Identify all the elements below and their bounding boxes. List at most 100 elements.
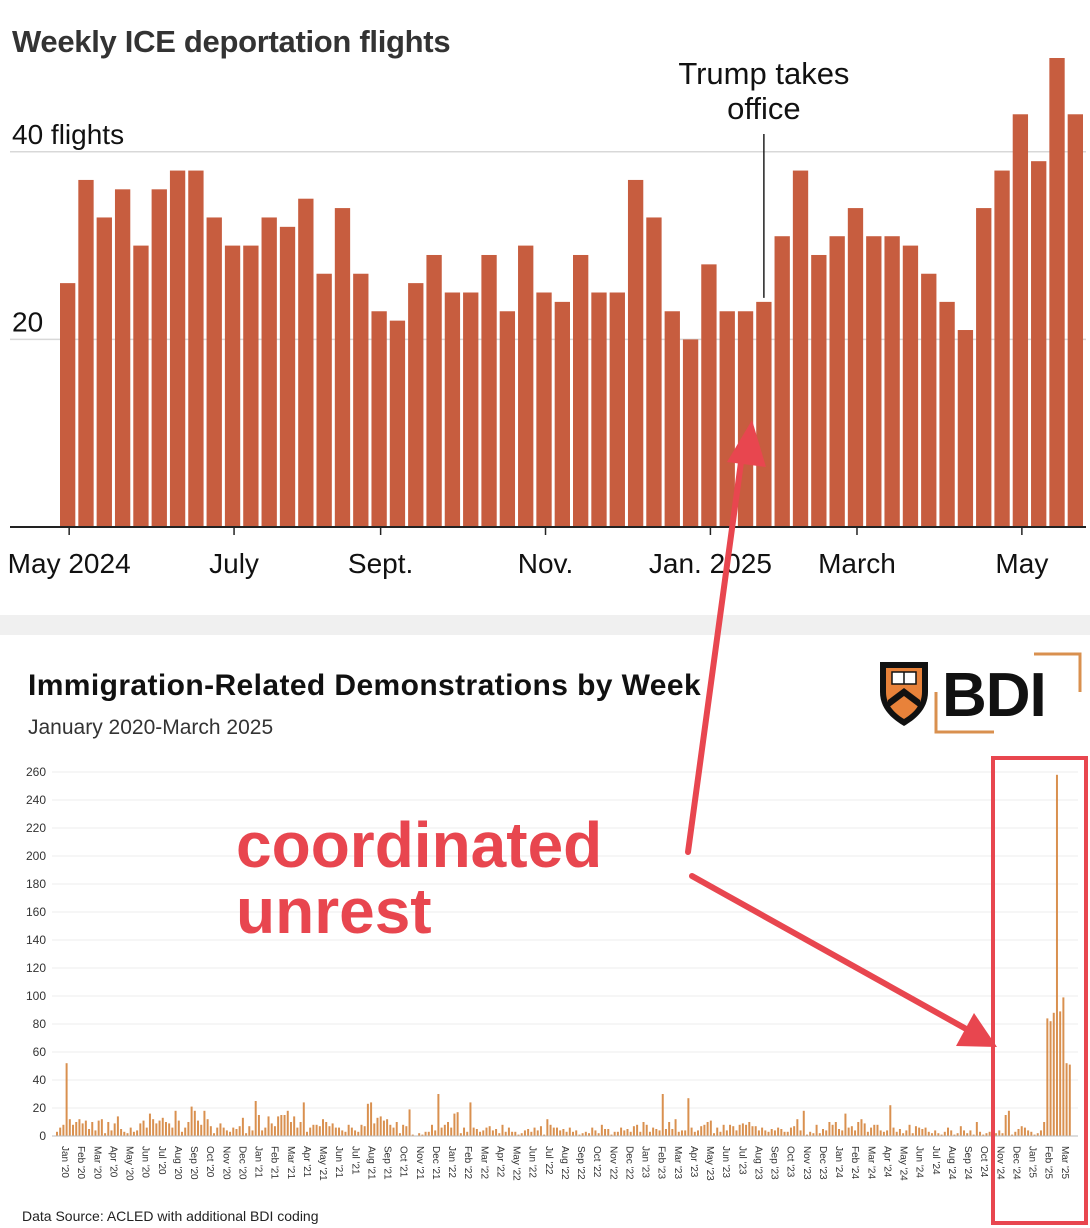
demonstration-bar xyxy=(684,1130,687,1136)
demonstration-bar xyxy=(225,1130,228,1136)
demonstration-bar xyxy=(293,1116,296,1136)
bottom-x-tick-label: Feb '23 xyxy=(656,1146,667,1179)
flight-bar xyxy=(609,292,625,527)
demonstration-bar xyxy=(773,1130,776,1136)
bottom-x-tick-label: Jan '25 xyxy=(1027,1146,1038,1178)
demonstration-bar xyxy=(616,1131,619,1136)
demonstration-bar xyxy=(184,1127,187,1136)
demonstration-bar xyxy=(703,1124,706,1136)
flight-bar xyxy=(921,273,937,527)
demonstration-bar xyxy=(302,1102,305,1136)
bottom-x-tick-label: Aug '24 xyxy=(946,1146,957,1180)
demonstration-bar xyxy=(591,1127,594,1136)
demonstration-bar xyxy=(575,1130,578,1136)
demonstration-bar xyxy=(126,1133,129,1136)
demonstration-bar xyxy=(370,1102,373,1136)
demonstration-bar xyxy=(530,1131,533,1136)
demonstration-bar xyxy=(498,1133,501,1136)
demonstration-bar xyxy=(975,1122,978,1136)
flight-bar xyxy=(518,245,534,527)
demonstration-bar xyxy=(536,1130,539,1136)
demonstration-bar xyxy=(520,1133,523,1136)
demonstration-bar xyxy=(347,1124,350,1136)
demonstration-bar xyxy=(418,1133,421,1136)
demonstration-bar xyxy=(930,1133,933,1136)
demonstration-bar xyxy=(318,1126,321,1136)
bottom-y-tick-label: 140 xyxy=(26,933,46,947)
demonstration-bar xyxy=(882,1131,885,1136)
bottom-x-tick-label: Aug '23 xyxy=(752,1146,763,1180)
bottom-x-tick-label: Apr '20 xyxy=(107,1146,118,1178)
demonstration-bar xyxy=(97,1120,100,1136)
bottom-x-tick-label: Nov '20 xyxy=(220,1146,231,1180)
demonstration-bar xyxy=(296,1127,299,1136)
flight-bar xyxy=(463,292,479,527)
bottom-y-tick-label: 200 xyxy=(26,849,46,863)
demonstration-bar xyxy=(889,1105,892,1136)
bottom-x-tick-label: Sep '22 xyxy=(575,1146,586,1180)
bottom-x-tick-label: Oct '24 xyxy=(978,1146,989,1178)
bottom-x-tick-label: Jul '20 xyxy=(156,1146,167,1175)
demonstration-bar xyxy=(607,1129,610,1136)
demonstration-bar xyxy=(921,1129,924,1136)
demonstration-bar xyxy=(309,1127,312,1136)
demonstration-bar xyxy=(969,1130,972,1136)
demonstration-bar xyxy=(786,1131,789,1136)
demonstration-bar xyxy=(152,1119,155,1136)
flight-bar xyxy=(114,189,131,527)
demonstration-bar xyxy=(588,1133,591,1136)
trump-annotation-text: office xyxy=(727,91,801,126)
demonstration-bar xyxy=(1055,774,1058,1136)
bottom-x-tick-label: May '22 xyxy=(511,1146,522,1181)
demonstration-bar xyxy=(870,1127,873,1136)
demonstration-bar xyxy=(1030,1131,1033,1136)
demonstration-bar xyxy=(892,1127,895,1136)
demonstration-bar xyxy=(546,1119,549,1136)
demonstration-bar xyxy=(142,1120,145,1136)
demonstration-bar xyxy=(209,1126,212,1136)
demonstration-bar xyxy=(392,1127,395,1136)
demonstration-bar xyxy=(357,1131,360,1136)
demonstration-bar xyxy=(937,1133,940,1136)
demonstration-bar xyxy=(565,1131,568,1136)
demonstration-bar xyxy=(213,1133,216,1136)
bottom-y-tick-label: 180 xyxy=(26,877,46,891)
demonstration-bar xyxy=(555,1127,558,1136)
bdi-frame-lines xyxy=(934,652,1082,734)
flight-bar xyxy=(536,292,552,527)
flight-bar xyxy=(902,245,919,527)
flight-bar xyxy=(627,179,644,527)
flight-bar xyxy=(664,311,680,527)
bottom-x-tick-label: Nov '22 xyxy=(607,1146,618,1180)
demonstration-bar xyxy=(437,1094,440,1136)
demonstration-bar xyxy=(363,1126,366,1136)
flights-bar-chart: 40 flights 20 May 2024 July Sept. Nov. Jan. 20… xyxy=(8,56,1086,579)
demonstration-bar xyxy=(652,1127,655,1136)
demonstration-bar xyxy=(764,1130,767,1136)
demonstration-bar xyxy=(190,1106,193,1136)
demonstration-bar xyxy=(197,1120,200,1136)
demonstration-bar xyxy=(450,1127,453,1136)
demonstration-bar xyxy=(315,1124,318,1136)
demonstration-bar xyxy=(264,1127,267,1136)
demonstration-bar xyxy=(72,1124,75,1136)
flight-bar xyxy=(573,254,589,528)
demonstration-bar xyxy=(1033,1134,1036,1136)
demonstration-bar xyxy=(485,1127,488,1136)
flight-bar xyxy=(1067,114,1083,527)
demonstration-bar xyxy=(770,1129,773,1136)
flight-bar xyxy=(133,245,149,527)
demonstration-bar xyxy=(145,1127,148,1136)
demonstration-bar xyxy=(139,1123,142,1136)
demonstration-bar xyxy=(809,1131,812,1136)
demonstration-bar xyxy=(1062,997,1065,1136)
bottom-x-tick-label: Sep '21 xyxy=(382,1146,393,1180)
demonstration-bar xyxy=(979,1131,982,1136)
demonstration-bar xyxy=(1049,1021,1052,1136)
bottom-x-tick-label: Dec '24 xyxy=(1010,1146,1021,1180)
flight-bar xyxy=(646,217,662,527)
bottom-y-tick-label: 40 xyxy=(33,1073,47,1087)
demonstration-bar xyxy=(863,1123,866,1136)
bottom-x-tick-label: Jan '21 xyxy=(253,1146,264,1178)
